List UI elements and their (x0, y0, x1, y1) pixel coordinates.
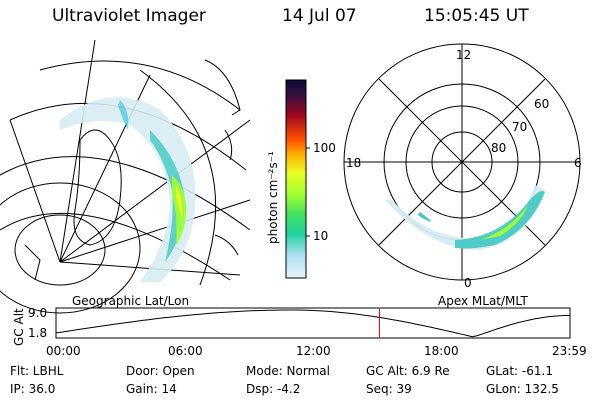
info-flt: Flt: LBHL (10, 364, 64, 378)
info-ip: IP: 36.0 (10, 382, 56, 396)
instrument-title: Ultraviolet Imager (52, 6, 206, 26)
mlt-label-18: 18 (346, 156, 362, 170)
observation-date: 14 Jul 07 (282, 6, 357, 26)
timeline-xtick-1200: 12:00 (296, 344, 331, 358)
info-glon: GLon: 132.5 (486, 382, 559, 396)
colorbar-tick-10: 10 (313, 229, 329, 243)
mlat-label-60: 60 (534, 97, 550, 111)
right-panel-label: Apex MLat/MLT (438, 294, 528, 308)
left-panel-label: Geographic Lat/Lon (72, 294, 190, 308)
mlat-label-70: 70 (512, 120, 528, 134)
timeline-ytick-high: 9.0 (28, 306, 48, 320)
timeline-xtick-2359: 23:59 (552, 344, 587, 358)
timeline-axis-title: GC Alt (12, 308, 26, 346)
info-gcalt: GC Alt: 6.9 Re (366, 364, 450, 378)
observation-time: 15:05:45 UT (424, 6, 529, 26)
info-door: Door: Open (126, 364, 195, 378)
timeline-xtick-0000: 00:00 (46, 344, 81, 358)
mlt-label-0: 0 (464, 276, 472, 290)
mlat-label-80: 80 (491, 141, 507, 155)
info-mode: Mode: Normal (246, 364, 330, 378)
info-gain: Gain: 14 (126, 382, 177, 396)
info-glat: GLat: -61.1 (486, 364, 553, 378)
mlt-label-12: 12 (456, 48, 472, 62)
info-seq: Seq: 39 (366, 382, 412, 396)
timeline-xtick-1800: 18:00 (424, 344, 459, 358)
timeline-ytick-low: 1.8 (28, 326, 48, 340)
colorbar-tick-100: 100 (313, 141, 336, 155)
timeline-xtick-0600: 06:00 (168, 344, 203, 358)
mlt-label-6: 6 (574, 156, 582, 170)
info-dsp: Dsp: -4.2 (246, 382, 301, 396)
